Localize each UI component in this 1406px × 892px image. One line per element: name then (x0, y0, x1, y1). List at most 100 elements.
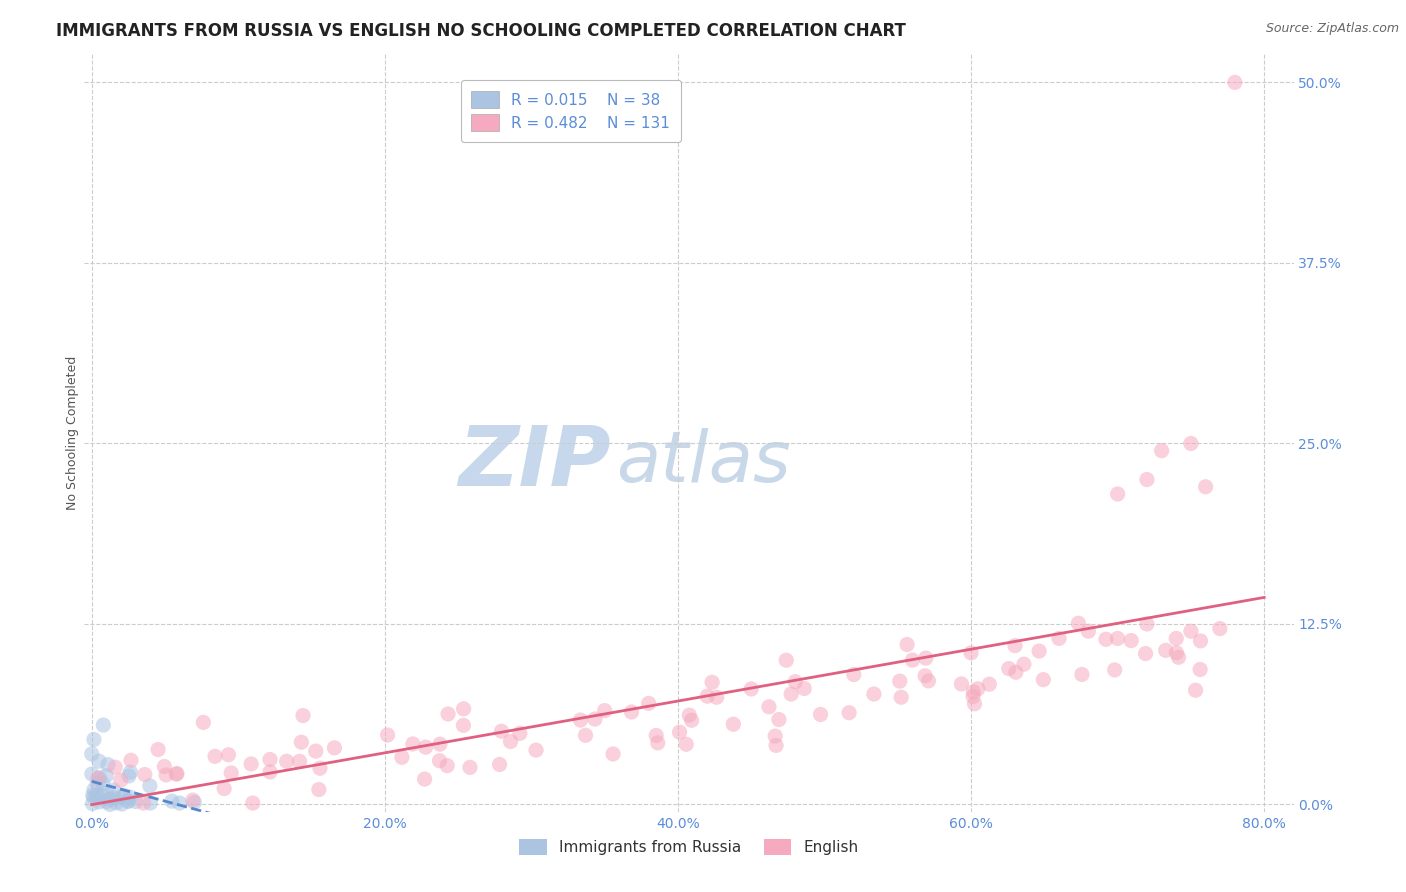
Point (1166, 646, 1188, 660)
Point (80, 747, 103, 761)
Point (793, 681, 815, 696)
Point (962, 690, 984, 704)
Point (979, 677, 1001, 691)
Point (499, 734, 522, 748)
Point (488, 757, 510, 772)
Point (276, 754, 298, 768)
Point (292, 708, 315, 723)
Point (678, 708, 700, 723)
Point (960, 646, 983, 660)
Point (124, 795, 146, 809)
Point (914, 669, 936, 683)
Point (1136, 473, 1159, 487)
Point (120, 765, 142, 780)
Point (309, 761, 332, 775)
Point (963, 697, 986, 711)
Point (96, 769, 118, 783)
Point (98, 792, 121, 806)
Point (620, 705, 643, 719)
Point (453, 718, 475, 732)
Point (193, 715, 215, 730)
Point (429, 737, 451, 751)
Point (83, 783, 105, 797)
Point (103, 791, 125, 805)
Point (1077, 624, 1099, 639)
Point (112, 789, 135, 803)
Point (780, 687, 803, 701)
Point (377, 728, 399, 742)
Point (139, 779, 162, 793)
Point (1104, 663, 1126, 677)
Point (87, 754, 110, 768)
Point (103, 783, 125, 797)
Point (160, 794, 183, 808)
Point (89, 795, 111, 809)
Point (1005, 665, 1028, 680)
Point (437, 706, 460, 721)
Point (668, 725, 690, 739)
Point (120, 790, 142, 805)
Point (458, 760, 481, 774)
Point (183, 796, 205, 810)
Point (91, 789, 114, 803)
Point (768, 713, 790, 727)
Point (1032, 673, 1054, 687)
Point (86, 776, 108, 790)
Text: atlas: atlas (616, 428, 792, 498)
Point (1180, 436, 1202, 450)
Point (134, 767, 156, 781)
Point (146, 742, 169, 756)
Point (681, 714, 703, 728)
Point (763, 729, 786, 743)
Point (758, 699, 780, 714)
Point (436, 758, 458, 772)
Point (83, 732, 105, 747)
Point (1135, 647, 1157, 661)
Point (1070, 667, 1092, 681)
Point (1166, 632, 1188, 646)
Point (917, 673, 939, 688)
Point (212, 781, 235, 796)
Point (723, 717, 745, 731)
Point (391, 750, 413, 764)
Point (87, 771, 110, 785)
Point (82, 788, 104, 802)
Point (80, 767, 103, 781)
Point (290, 735, 312, 749)
Point (155, 768, 177, 782)
Point (1189, 663, 1212, 677)
Point (1150, 443, 1173, 458)
Point (415, 740, 437, 755)
Point (647, 736, 669, 750)
Point (305, 744, 328, 758)
Point (509, 726, 531, 740)
Point (1154, 643, 1177, 657)
Point (308, 782, 330, 797)
Point (706, 690, 728, 705)
Point (602, 747, 624, 761)
Point (1047, 632, 1070, 646)
Point (842, 667, 865, 681)
Point (93, 718, 115, 732)
Point (1189, 633, 1212, 648)
Point (1107, 487, 1129, 501)
Point (413, 772, 436, 786)
Point (166, 766, 188, 780)
Point (104, 760, 127, 774)
Point (259, 752, 281, 766)
Point (696, 689, 718, 703)
Point (1167, 650, 1189, 665)
Point (593, 704, 616, 718)
Legend: Immigrants from Russia, English: Immigrants from Russia, English (513, 833, 865, 861)
Point (219, 766, 242, 780)
Point (914, 651, 936, 665)
Point (110, 773, 132, 788)
Point (169, 796, 191, 810)
Point (259, 764, 281, 779)
Point (863, 687, 886, 701)
Point (97, 757, 120, 772)
Point (740, 681, 762, 696)
Point (105, 796, 128, 810)
Point (637, 697, 659, 711)
Point (204, 749, 226, 764)
